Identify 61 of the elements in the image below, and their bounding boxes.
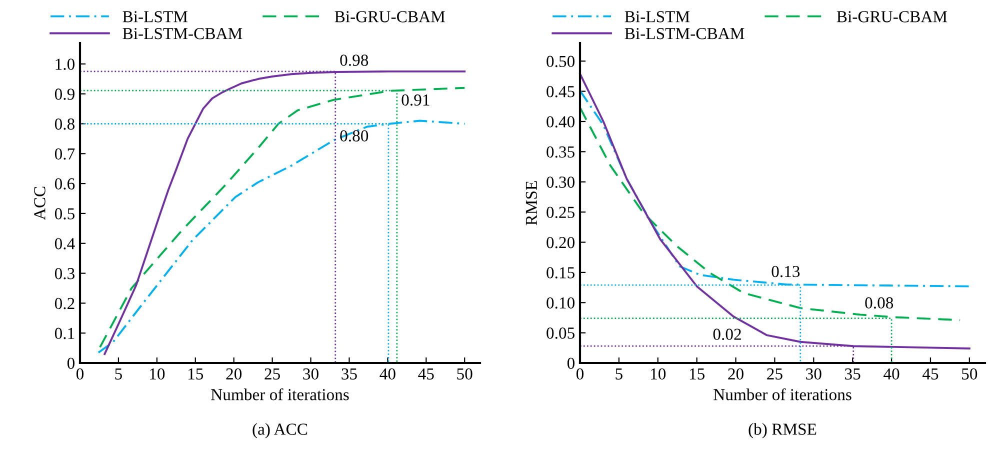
x-tick-label: 35 [342, 368, 357, 380]
y-tick-label: 0.7 [54, 148, 75, 160]
annotation: 0.13 [772, 266, 800, 278]
legend-label: Bi-LSTM-CBAM [122, 28, 242, 40]
y-tick-label: 0 [567, 358, 575, 369]
legend-label: Bi-LSTM [624, 11, 690, 22]
annotation: 0.02 [713, 328, 741, 340]
y-tick-label: 0.05 [546, 328, 574, 339]
x-tick-label: 15 [690, 368, 705, 380]
x-tick-label: 50 [962, 368, 978, 380]
y-tick-label: 0.10 [546, 297, 575, 309]
text: (a) ACC [252, 423, 308, 438]
annotation: 0.98 [340, 54, 368, 66]
x-tick-label: 10 [651, 368, 666, 380]
y-tick-label: 0.4 [54, 238, 75, 250]
legend-label: Bi-GRU-CBAM [836, 11, 948, 22]
x-axis-title: Number of iterations [211, 388, 349, 400]
y-tick-label: 0.5 [54, 208, 74, 220]
legend-label: Bi-LSTM-CBAM [624, 28, 744, 40]
x-tick-label: 15 [188, 368, 204, 380]
x-tick-label: 50 [457, 368, 472, 380]
y-tick-label: 0.15 [546, 267, 574, 278]
annotation: 0.91 [402, 94, 430, 106]
y-tick-label: 0.50 [546, 56, 575, 68]
annotation: 0.08 [865, 297, 894, 309]
y-tick-label: 0.9 [54, 88, 74, 100]
y-tick-label: 0.6 [54, 178, 75, 190]
x-tick-label: 40 [380, 368, 396, 380]
y-axis-title: ACC [34, 186, 46, 220]
y-tick-label: 0.45 [546, 86, 574, 98]
legend-label: Bi-GRU-CBAM [334, 11, 445, 22]
x-tick-label: 20 [728, 368, 744, 380]
y-tick-label: 0.1 [54, 328, 74, 340]
y-tick-label: 0.3 [54, 268, 74, 280]
x-tick-label: 25 [767, 368, 782, 380]
y-tick-label: 0 [67, 358, 75, 369]
x-tick-label: 30 [303, 368, 318, 380]
y-tick-label: 0.2 [54, 298, 74, 310]
x-tick-label: 35 [845, 368, 860, 380]
x-tick-label: 45 [418, 368, 434, 380]
y-tick-label: 0.8 [54, 118, 75, 130]
x-tick-label: 10 [150, 368, 165, 380]
y-tick-label: 0.40 [546, 116, 575, 128]
x-tick-label: 0 [576, 368, 584, 380]
x-tick-label: 5 [115, 368, 122, 380]
x-tick-label: 25 [264, 368, 280, 380]
y-tick-label: 0.30 [546, 176, 575, 188]
y-tick-label: 0.35 [546, 146, 574, 158]
legend-label: Bi-LSTM [122, 11, 188, 22]
x-tick-label: 0 [76, 368, 84, 380]
x-tick-label: 45 [922, 368, 938, 380]
y-tick-label: 1.0 [56, 58, 75, 70]
y-tick-label: 0.20 [546, 236, 575, 248]
x-axis-title: Number of iterations [714, 388, 852, 400]
y-tick-label: 0.25 [546, 206, 574, 218]
x-tick-label: 20 [226, 368, 242, 380]
text: (b) RMSE [748, 423, 816, 438]
y-axis-title: RMSE [526, 181, 538, 226]
x-tick-label: 40 [884, 368, 900, 380]
x-tick-label: 5 [616, 368, 622, 380]
x-tick-label: 30 [806, 368, 822, 380]
